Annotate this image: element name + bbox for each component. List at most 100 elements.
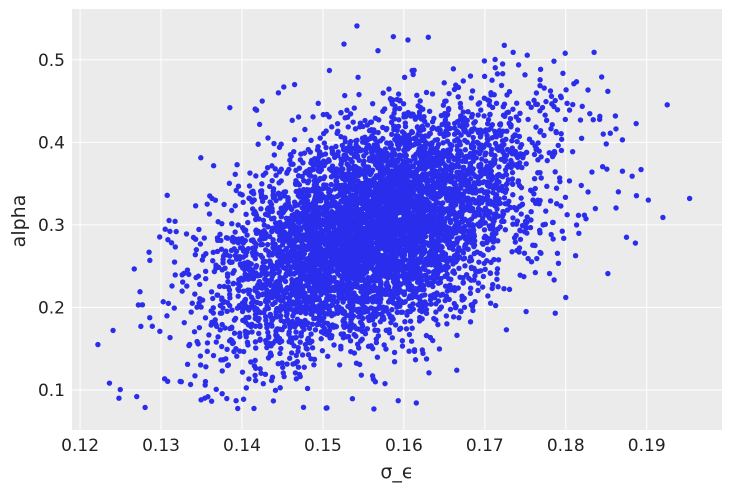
data-point — [403, 326, 410, 332]
data-point — [292, 335, 298, 341]
data-point — [338, 343, 344, 350]
data-point — [302, 126, 308, 133]
data-point — [381, 308, 387, 314]
data-point — [228, 207, 235, 214]
data-point — [475, 287, 481, 294]
data-point — [191, 329, 198, 335]
data-point — [430, 337, 436, 344]
data-point — [564, 212, 570, 218]
data-point — [408, 338, 415, 344]
data-point — [218, 237, 224, 244]
data-point — [523, 149, 530, 156]
data-point — [257, 237, 263, 243]
data-point — [296, 294, 302, 300]
data-point — [505, 109, 512, 115]
data-point — [549, 219, 556, 226]
data-point — [262, 235, 268, 241]
data-point — [240, 317, 246, 324]
data-point — [267, 311, 274, 318]
data-point — [308, 331, 314, 337]
data-point — [240, 348, 247, 355]
data-point — [500, 70, 506, 77]
data-point — [244, 339, 251, 346]
data-point — [233, 248, 240, 255]
data-point — [360, 123, 366, 130]
data-point — [369, 100, 376, 107]
data-point — [345, 333, 352, 340]
data-point — [382, 273, 389, 279]
data-point — [498, 132, 504, 139]
data-point — [596, 116, 603, 123]
data-point — [338, 161, 344, 167]
data-point — [446, 90, 452, 97]
data-point — [504, 180, 510, 187]
data-point — [479, 284, 486, 290]
data-point — [477, 168, 483, 175]
data-point — [368, 146, 375, 152]
data-point — [395, 146, 402, 152]
data-point — [585, 189, 591, 195]
data-point — [318, 336, 324, 342]
data-point — [456, 265, 462, 272]
data-point — [480, 241, 486, 247]
data-point — [218, 343, 225, 350]
data-point — [372, 327, 378, 333]
data-point — [255, 141, 261, 147]
data-point — [258, 206, 264, 212]
data-point — [248, 323, 254, 330]
data-point — [429, 148, 435, 155]
data-point — [321, 130, 327, 137]
data-point — [421, 114, 427, 120]
data-point — [186, 341, 193, 348]
data-point — [564, 100, 570, 107]
data-point — [277, 195, 283, 201]
data-point — [281, 84, 287, 90]
data-point — [470, 171, 476, 177]
data-point — [613, 205, 619, 211]
data-point — [321, 234, 327, 240]
data-point — [264, 241, 271, 248]
data-point — [541, 132, 547, 139]
data-point — [173, 228, 179, 235]
data-point — [273, 246, 279, 252]
data-point — [406, 348, 412, 354]
data-point — [208, 398, 215, 404]
data-point — [407, 318, 414, 324]
data-point — [633, 193, 640, 199]
data-point — [581, 212, 588, 218]
data-point — [300, 160, 306, 166]
data-point — [485, 127, 492, 133]
data-point — [460, 109, 467, 115]
data-point — [467, 73, 474, 79]
data-point — [558, 131, 564, 137]
data-point — [491, 256, 497, 263]
data-point — [347, 141, 353, 148]
data-point — [492, 56, 498, 63]
data-point — [537, 129, 543, 135]
data-point — [369, 152, 376, 158]
data-point — [366, 157, 373, 164]
data-point — [188, 309, 194, 315]
data-point — [440, 140, 446, 146]
data-point — [512, 239, 519, 245]
data-point — [197, 353, 204, 359]
data-point — [272, 387, 279, 394]
data-point — [481, 227, 488, 233]
data-point — [147, 314, 153, 321]
data-point — [380, 108, 386, 115]
data-point — [370, 345, 376, 352]
data-point — [487, 300, 494, 306]
data-point — [309, 345, 316, 351]
data-point — [246, 376, 252, 382]
data-point — [495, 257, 502, 263]
data-point — [412, 357, 419, 363]
data-point — [406, 331, 413, 338]
data-point — [271, 152, 278, 158]
data-point — [492, 65, 498, 71]
data-point — [326, 327, 333, 333]
data-point — [409, 128, 415, 135]
data-point — [296, 165, 303, 171]
data-point — [633, 120, 639, 127]
data-point — [344, 148, 350, 154]
data-point — [346, 166, 352, 173]
